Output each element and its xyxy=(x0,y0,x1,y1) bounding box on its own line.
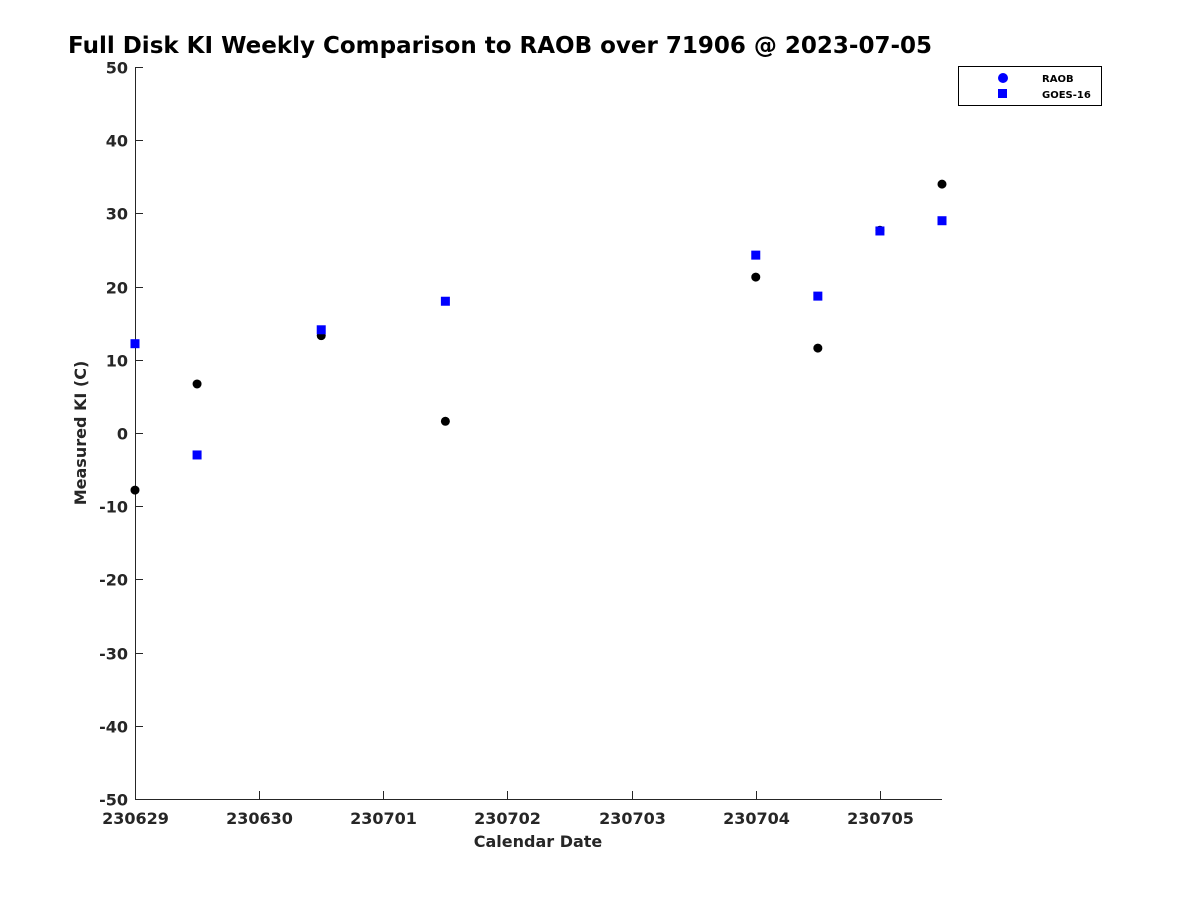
x-tick-label: 230702 xyxy=(474,809,541,828)
y-tick-label: 10 xyxy=(106,352,128,371)
point-goes-16 xyxy=(192,450,202,460)
legend: RAOB GOES-16 xyxy=(958,66,1102,106)
point-raob xyxy=(937,179,947,189)
point-goes-16 xyxy=(440,296,450,306)
y-axis-label: Measured KI (C) xyxy=(71,361,90,506)
x-tick-label: 230703 xyxy=(599,809,666,828)
y-tick-label: -10 xyxy=(99,498,128,517)
x-tick-label: 230701 xyxy=(350,809,417,828)
y-tick-label: 40 xyxy=(106,132,128,151)
point-goes-16 xyxy=(751,250,761,260)
axes: -50 -40 -30 -20 -10 0 10 20 30 40 50 230629 230630 23… xyxy=(99,59,942,828)
x-tick-label: 230629 xyxy=(102,809,169,828)
point-goes-16 xyxy=(130,339,140,349)
point-raob xyxy=(751,272,761,282)
y-tick-label: -50 xyxy=(99,791,128,810)
point-raob xyxy=(813,343,823,353)
legend-goes-label: GOES-16 xyxy=(1042,90,1091,101)
y-tick-label: 50 xyxy=(106,59,128,78)
point-raob xyxy=(130,485,140,495)
point-raob xyxy=(440,416,450,426)
point-raob xyxy=(192,379,202,389)
legend-box xyxy=(958,66,1102,106)
y-tick-label: 20 xyxy=(106,279,128,298)
y-tick-label: 0 xyxy=(117,425,128,444)
point-goes-16 xyxy=(316,325,326,335)
chart-title: Full Disk KI Weekly Comparison to RAOB o… xyxy=(68,33,932,59)
x-tick-label: 230630 xyxy=(226,809,293,828)
x-tick-label: 230704 xyxy=(723,809,790,828)
data-marks xyxy=(130,179,947,495)
y-tick-label: -20 xyxy=(99,571,128,590)
y-tick-label: -40 xyxy=(99,718,128,737)
y-tick-label: -30 xyxy=(99,645,128,664)
legend-raob-marker xyxy=(998,73,1008,83)
y-tick-label: 30 xyxy=(106,205,128,224)
x-tick-label: 230705 xyxy=(847,809,914,828)
legend-raob-label: RAOB xyxy=(1042,74,1074,85)
x-axis-label: Calendar Date xyxy=(474,832,603,851)
point-goes-16 xyxy=(875,226,885,236)
point-goes-16 xyxy=(937,216,947,226)
point-goes-16 xyxy=(813,291,823,301)
legend-goes-marker xyxy=(998,89,1007,98)
